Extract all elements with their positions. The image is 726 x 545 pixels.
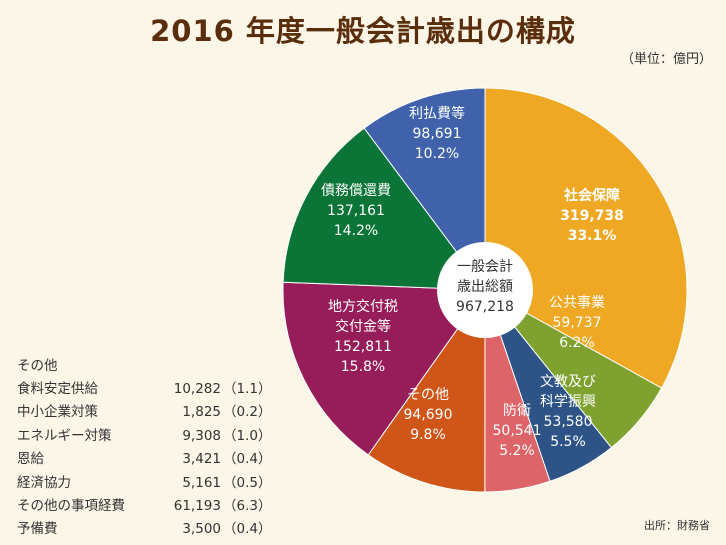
center-label-line2: 歳出総額 xyxy=(457,279,513,295)
unit-label: （単位：億円） xyxy=(620,52,712,67)
slice-label: その他 xyxy=(407,387,449,403)
slice-percent: 6.2% xyxy=(559,335,595,351)
slice-percent: 5.2% xyxy=(499,443,535,459)
pie-slice xyxy=(367,288,486,493)
center-total: 967,218 xyxy=(456,299,514,315)
center-hole xyxy=(437,242,533,338)
slice-value: 152,811 xyxy=(334,339,392,355)
slice-percent: 9.8% xyxy=(410,427,446,443)
slice-value: 319,738 xyxy=(560,208,624,224)
slice-label: 社会保障 xyxy=(563,187,620,204)
slice-percent: 15.8% xyxy=(341,359,385,375)
slice-value: 50,541 xyxy=(493,423,542,439)
pie-slice xyxy=(484,87,688,389)
slice-value: 94,690 xyxy=(404,407,453,423)
slice-label: 科学振興 xyxy=(540,394,596,410)
others-item-percent: （0.5） xyxy=(223,474,272,491)
slice-label: 文教及び xyxy=(540,374,596,390)
others-item-name: エネルギー対策 xyxy=(17,427,112,444)
slice-label: 債務償還費 xyxy=(321,183,391,199)
pie-slice xyxy=(363,87,486,292)
slice-percent: 10.2% xyxy=(415,146,459,162)
others-row: エネルギー対策 9,308 （1.0） xyxy=(17,425,293,448)
slice-label: 利払費等 xyxy=(409,105,465,122)
others-row: 経済協力 5,161 （0.5） xyxy=(17,472,293,495)
slice-percent: 5.5% xyxy=(550,434,586,450)
others-title: その他 xyxy=(17,358,58,374)
others-item-value: 3,421 xyxy=(182,451,221,468)
others-row: 中小企業対策 1,825 （0.2） xyxy=(17,401,293,424)
others-item-percent: （6.3） xyxy=(223,497,272,514)
others-item-name: 予備費 xyxy=(17,521,58,538)
slice-value: 137,161 xyxy=(327,203,385,219)
others-item-value: 1,825 xyxy=(182,404,221,421)
source-note: 出所：財務省 xyxy=(644,519,710,532)
slice-percent: 14.2% xyxy=(334,223,378,239)
others-row: その他の事項経費 61,193 （6.3） xyxy=(17,495,293,518)
others-item-value: 9,308 xyxy=(182,427,221,444)
center-label-line1: 一般会計 xyxy=(457,259,513,275)
others-item-value: 5,161 xyxy=(182,474,221,491)
others-row: 食料安定供給 10,282 （1.1） xyxy=(17,378,293,401)
others-item-value: 10,282 xyxy=(173,381,221,397)
slice-label: 公共事業 xyxy=(549,295,605,311)
chart-title: 2016 年度一般会計歳出の構成 xyxy=(150,14,576,48)
others-row: 恩給 3,421 （0.4） xyxy=(17,448,293,471)
others-breakdown: その他 食料安定供給 10,282 （1.1） 中小企業対策 1,825 （0.2） エネル… xyxy=(17,355,293,542)
slice-value: 53,580 xyxy=(544,414,593,430)
others-item-percent: （0.4） xyxy=(223,521,272,538)
slice-label: 交付金等 xyxy=(335,318,391,335)
pie-slice xyxy=(282,127,487,291)
others-item-percent: （0.4） xyxy=(223,451,272,468)
others-item-name: その他の事項経費 xyxy=(17,497,125,514)
slice-value: 98,691 xyxy=(413,126,462,142)
pie-slice xyxy=(282,281,486,456)
others-item-name: 中小企業対策 xyxy=(17,404,98,421)
others-item-percent: （0.2） xyxy=(223,404,272,421)
slice-value: 59,737 xyxy=(553,315,602,331)
others-item-name: 食料安定供給 xyxy=(17,381,98,397)
others-item-value: 61,193 xyxy=(173,497,221,514)
others-item-value: 3,500 xyxy=(182,521,221,538)
slice-label: 地方交付税 xyxy=(328,298,398,315)
others-item-name: 経済協力 xyxy=(17,474,71,491)
slice-percent: 33.1% xyxy=(568,228,617,244)
others-item-name: 恩給 xyxy=(17,451,44,468)
others-row: 予備費 3,500 （0.4） xyxy=(17,518,293,541)
others-item-percent: （1.0） xyxy=(223,427,272,444)
slice-label: 防衛 xyxy=(503,403,531,419)
others-item-percent: （1.1） xyxy=(223,381,272,397)
